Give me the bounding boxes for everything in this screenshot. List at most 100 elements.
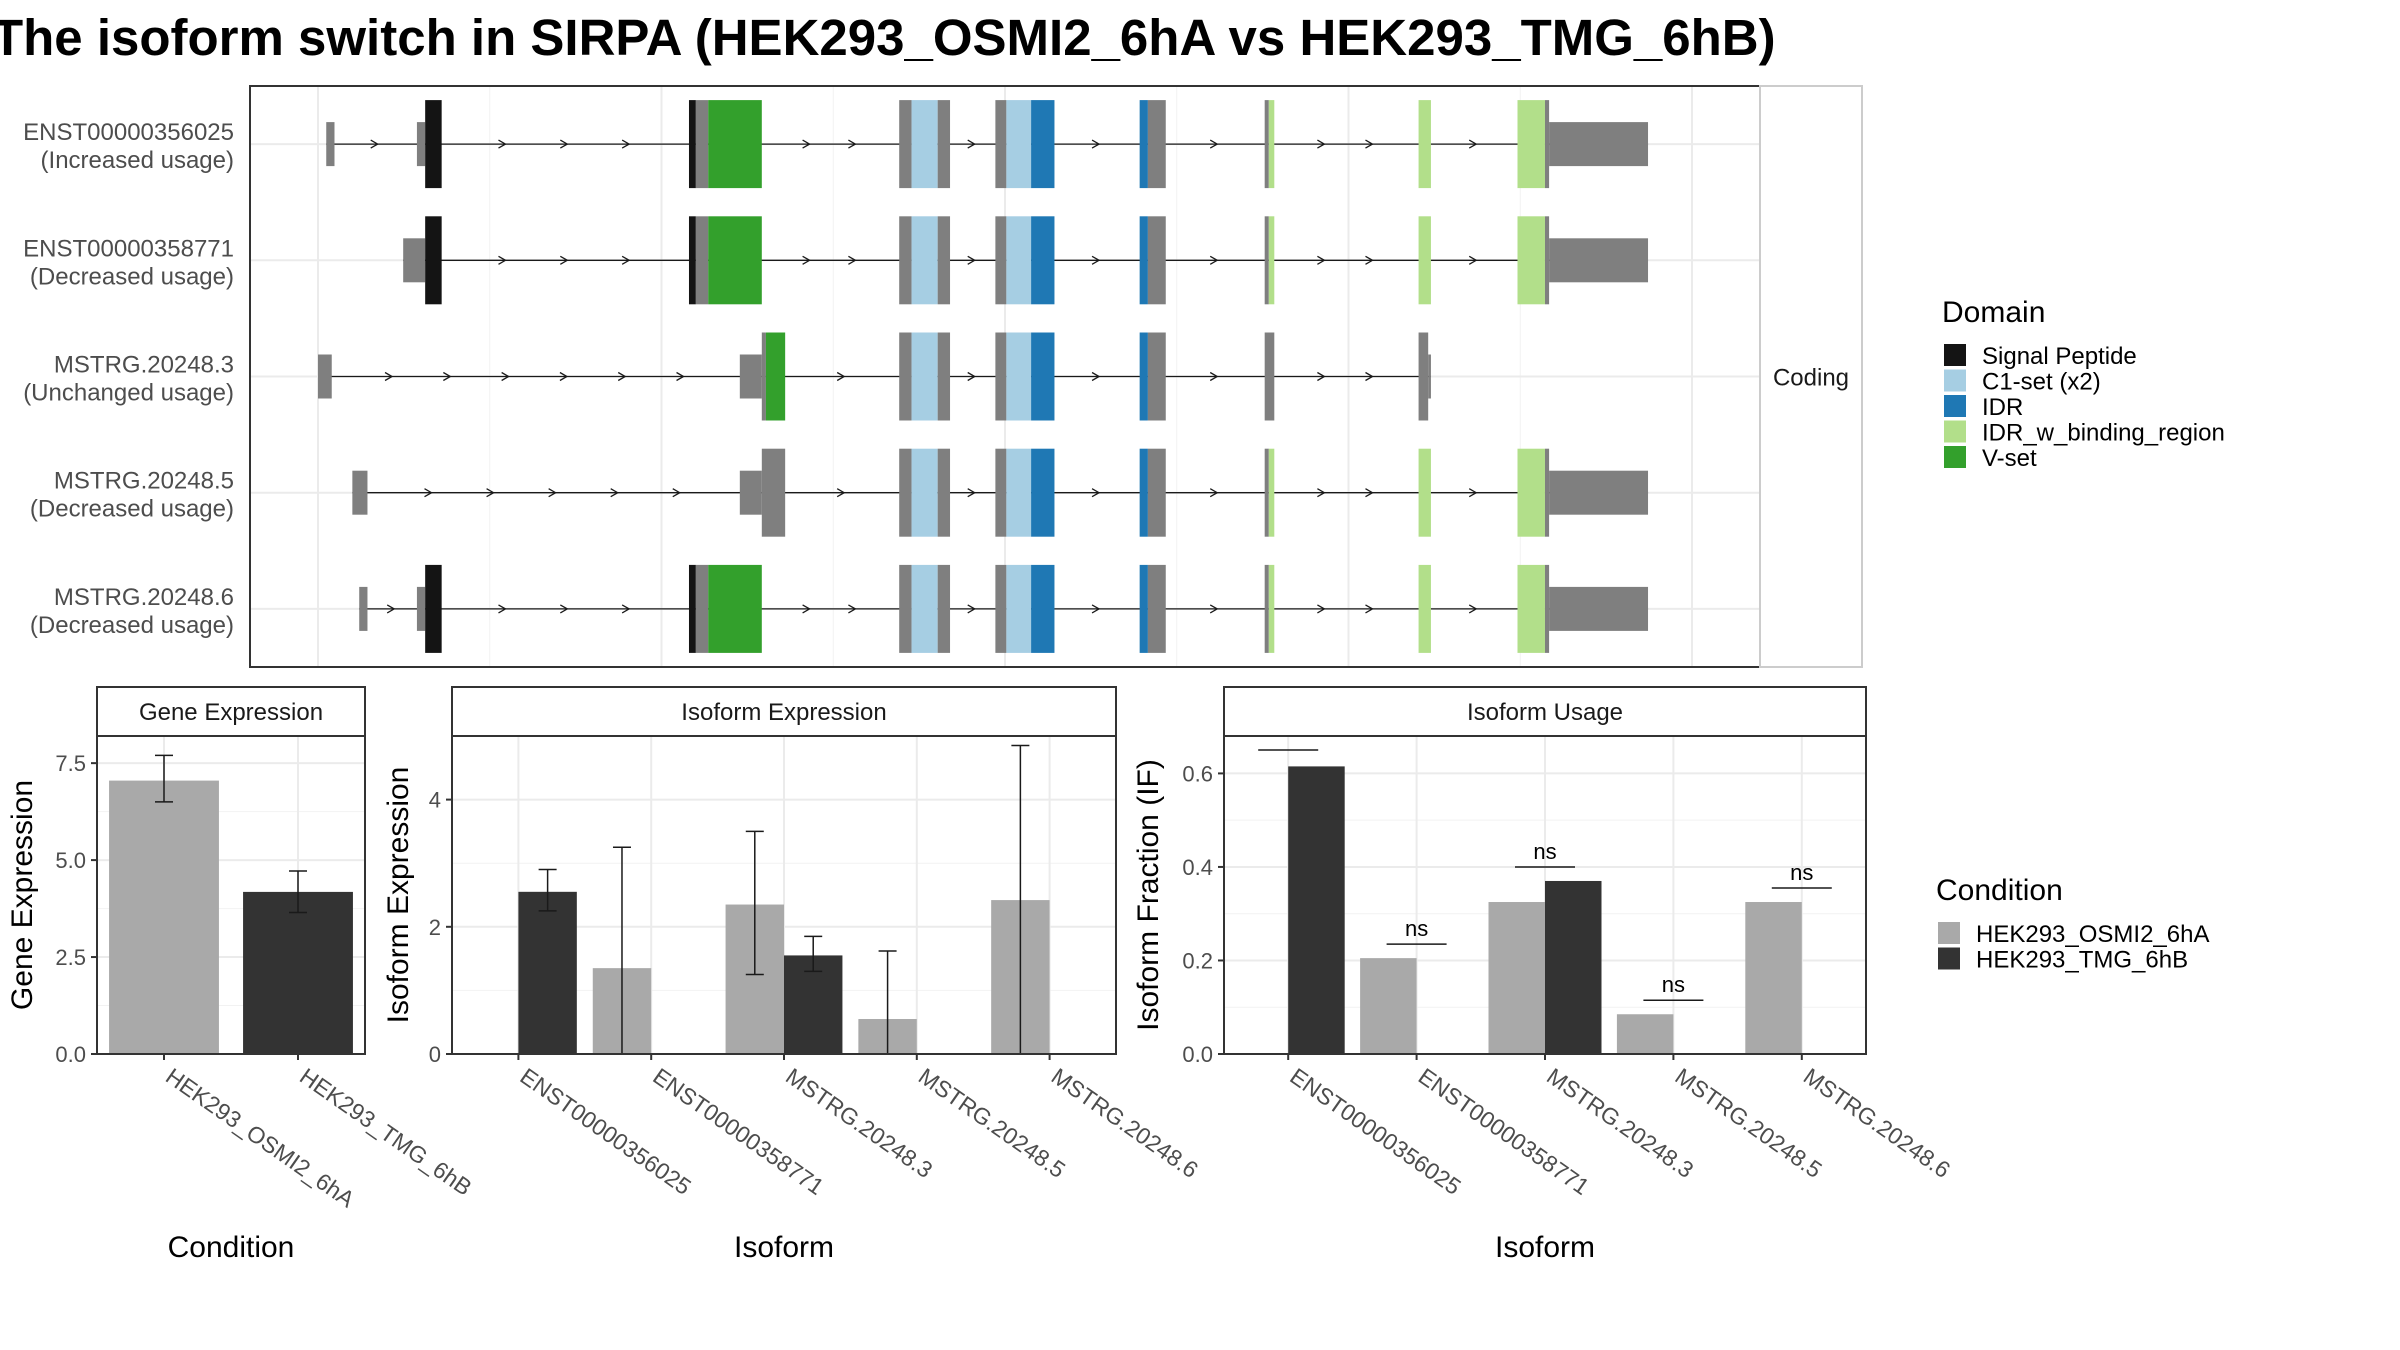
exon-idr xyxy=(1031,332,1055,421)
intron-arrow xyxy=(1365,371,1374,382)
exon-noncoding xyxy=(403,238,426,283)
intron-arrow xyxy=(676,371,685,382)
intron-arrow xyxy=(967,255,977,265)
exon-noncoding xyxy=(1147,216,1166,305)
bar xyxy=(243,891,353,1054)
domain-legend-key xyxy=(1944,344,1966,366)
intron-arrow xyxy=(559,604,569,614)
exon-noncoding xyxy=(1147,448,1166,537)
domain-legend-label: V-set xyxy=(1982,445,2037,472)
exon-idr xyxy=(1139,100,1148,189)
panel-strip-label: Gene Expression xyxy=(139,699,323,726)
exon-noncoding xyxy=(1264,100,1269,189)
y-axis-title: Isoform Fraction (IF) xyxy=(1132,759,1165,1031)
domain-legend-label: IDR_w_binding_region xyxy=(1982,420,2225,447)
intron-arrow xyxy=(1209,371,1219,382)
panel-strip xyxy=(451,686,1117,737)
gene-structure-panel: ENST00000356025(Increased usage) ENST0000… xyxy=(23,85,1863,668)
exon-idr xyxy=(1139,216,1148,305)
intron-arrow xyxy=(848,604,857,614)
exon-noncoding xyxy=(1544,448,1550,537)
exon-noncoding xyxy=(937,100,951,189)
exon-noncoding xyxy=(695,564,709,653)
exon-c1-set-x2- xyxy=(1006,216,1032,305)
condition-legend-label: HEK293_TMG_6hB xyxy=(1976,947,2188,974)
exon-noncoding xyxy=(326,122,335,167)
intron-arrow xyxy=(1091,255,1101,265)
panel-strip xyxy=(96,686,366,737)
intron-arrow xyxy=(486,488,495,498)
exon-noncoding xyxy=(1264,448,1269,537)
condition-legend-key xyxy=(1938,947,1960,970)
exon-idr-w-binding-region xyxy=(1517,100,1545,189)
isoform-name-label: MSTRG.20248.6 xyxy=(54,584,234,611)
exon-noncoding xyxy=(318,354,332,399)
condition-legend-title: Condition xyxy=(1936,874,2063,907)
isoform-name-label: MSTRG.20248.3 xyxy=(54,352,234,379)
exon-noncoding xyxy=(1549,238,1649,283)
y-axis-title: Isoform Expression xyxy=(382,767,415,1024)
intron-arrow xyxy=(1209,139,1219,149)
intron-arrow xyxy=(1317,139,1326,149)
y-tick-label: 0.0 xyxy=(55,1042,86,1067)
condition-legend-key xyxy=(1938,922,1960,944)
exon-c1-set-x2- xyxy=(1006,100,1032,189)
exon-noncoding xyxy=(899,332,912,421)
exon-noncoding xyxy=(416,586,426,631)
exon-noncoding xyxy=(1549,586,1649,631)
exon-noncoding xyxy=(416,122,426,167)
exon-c1-set-x2- xyxy=(911,216,938,305)
intron-arrow xyxy=(384,371,394,382)
exon-noncoding xyxy=(1544,100,1550,189)
intron-arrow xyxy=(443,371,452,382)
intron-arrow xyxy=(1468,139,1478,149)
isoform-track xyxy=(318,332,1431,421)
exon-noncoding xyxy=(352,470,368,515)
y-axis-title: Gene Expression xyxy=(6,780,39,1010)
exon-noncoding xyxy=(1544,564,1550,653)
intron-arrow xyxy=(967,139,977,149)
isoform-usage-label: (Increased usage) xyxy=(41,147,234,174)
exon-noncoding xyxy=(761,332,766,421)
exon-idr xyxy=(1031,100,1055,189)
exon-idr-w-binding-region xyxy=(1418,100,1431,189)
exon-noncoding xyxy=(995,216,1007,305)
intron-arrow xyxy=(559,371,569,382)
exon-noncoding xyxy=(1147,332,1166,421)
intron-arrow xyxy=(548,488,557,498)
domain-legend-label: IDR xyxy=(1982,394,2023,421)
intron-arrow xyxy=(424,488,433,498)
y-tick-label: 7.5 xyxy=(55,751,86,776)
isoform-track xyxy=(326,100,1649,189)
x-tick-label: MSTRG.20248.6 xyxy=(1047,1063,1203,1183)
exon-idr-w-binding-region xyxy=(1268,448,1275,537)
panel-strip xyxy=(1223,686,1867,737)
exon-c1-set-x2- xyxy=(1006,332,1032,421)
bar xyxy=(1288,766,1345,1054)
exon-noncoding xyxy=(1549,470,1649,515)
bar xyxy=(1488,902,1545,1054)
intron-arrow xyxy=(610,488,620,498)
exon-noncoding xyxy=(1264,332,1275,421)
intron-arrow xyxy=(1317,255,1326,265)
intron-arrow xyxy=(836,371,846,382)
y-tick-label: 0 xyxy=(429,1042,441,1067)
isoform-track xyxy=(352,448,1649,537)
exon-noncoding xyxy=(899,216,912,305)
exon-c1-set-x2- xyxy=(911,100,938,189)
bar xyxy=(518,891,577,1054)
intron-arrow xyxy=(967,488,977,498)
exon-v-set xyxy=(708,564,762,653)
significance-label: ns xyxy=(1405,916,1428,941)
exon-noncoding xyxy=(1264,216,1269,305)
exon-noncoding xyxy=(1418,332,1429,421)
isoform-name-label: MSTRG.20248.5 xyxy=(54,468,234,495)
intron-arrow xyxy=(1468,255,1478,265)
coding-strip-label: Coding xyxy=(1773,365,1849,392)
exon-noncoding xyxy=(995,332,1007,421)
exon-idr xyxy=(1139,332,1148,421)
domain-legend-key xyxy=(1944,395,1966,417)
